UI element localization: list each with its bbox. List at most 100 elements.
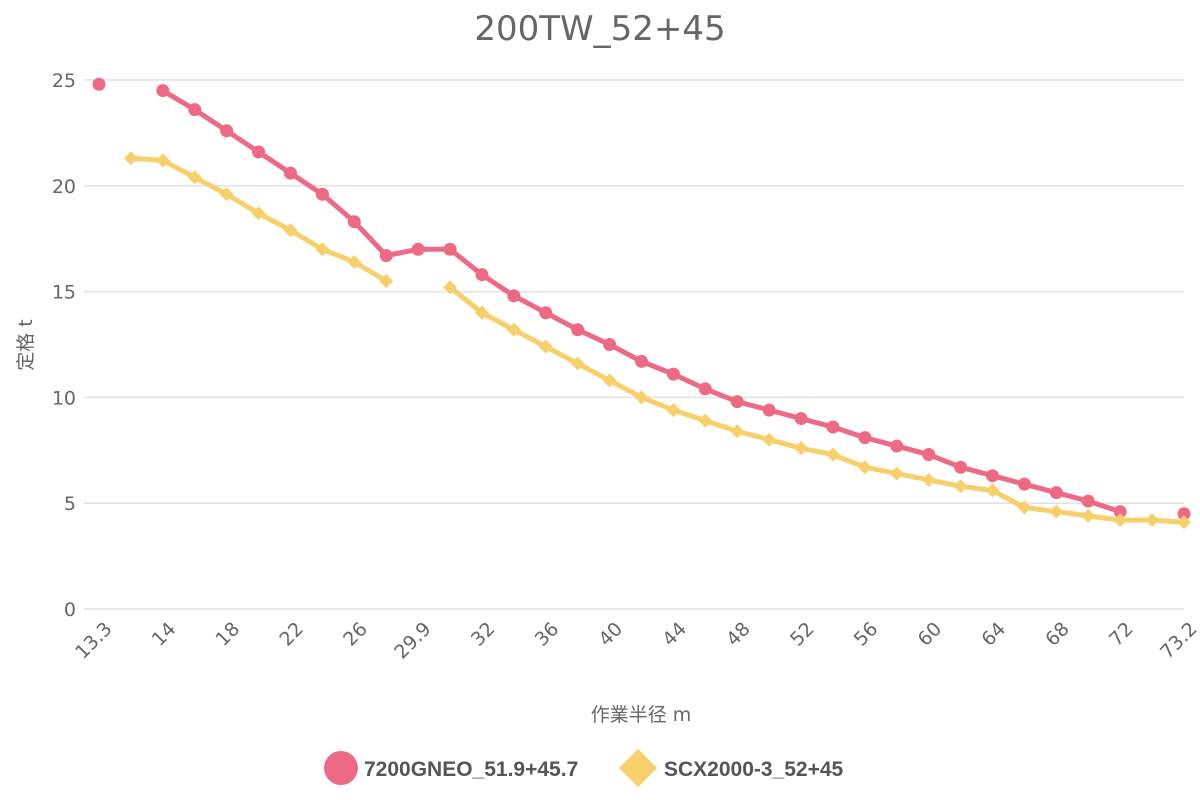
data-point[interactable]: [539, 306, 553, 320]
y-axis-label: 定格 t: [15, 319, 37, 371]
data-point[interactable]: [922, 448, 936, 462]
data-point[interactable]: [666, 367, 680, 381]
data-point[interactable]: [825, 447, 840, 462]
x-tick-label: 40: [594, 618, 627, 651]
data-point[interactable]: [252, 145, 266, 159]
data-point[interactable]: [1081, 508, 1096, 523]
data-point[interactable]: [188, 103, 202, 117]
data-point[interactable]: [1177, 507, 1191, 521]
legend-label-series-1: 7200GNEO_51.9+45.7: [364, 758, 578, 781]
data-point[interactable]: [475, 268, 489, 282]
data-point[interactable]: [762, 403, 776, 417]
data-point[interactable]: [826, 420, 840, 434]
data-point[interactable]: [283, 166, 297, 180]
y-tick-label: 15: [52, 282, 76, 304]
data-point[interactable]: [730, 424, 745, 439]
data-point[interactable]: [570, 356, 585, 371]
data-point[interactable]: [156, 84, 170, 98]
data-point[interactable]: [603, 338, 617, 351]
series-line: [160, 88, 1123, 515]
data-point[interactable]: [219, 187, 234, 202]
legend: 7200GNEO_51.9+45.7 SCX2000-3_52+45: [324, 749, 844, 787]
y-tick-label: 10: [52, 387, 76, 409]
data-point[interactable]: [698, 413, 713, 428]
x-tick-label: 44: [658, 618, 691, 651]
data-point[interactable]: [123, 151, 138, 166]
x-tick-label: 52: [786, 618, 819, 651]
chart-title: 200TW_52+45: [474, 9, 725, 49]
x-tick-label: 26: [339, 618, 372, 651]
x-tick-label: 73.2: [1156, 618, 1200, 663]
x-tick-label: 56: [850, 618, 883, 651]
series-1: [92, 77, 1191, 521]
x-tick-label: 13.3: [71, 618, 116, 663]
data-point[interactable]: [635, 354, 648, 368]
data-point[interactable]: [1017, 500, 1032, 515]
legend-label-series-2: SCX2000-3_52+45: [664, 758, 844, 781]
data-point[interactable]: [634, 390, 649, 405]
data-point[interactable]: [762, 432, 777, 447]
data-point[interactable]: [1081, 494, 1095, 508]
x-tick-label: 48: [722, 618, 755, 651]
x-axis-ticks: 13.3 14 18 22 26 29.9 32 36 40 44 48 52 56 60 64 68 72 73…: [71, 618, 1200, 663]
data-point[interactable]: [315, 187, 329, 201]
x-tick-label: 68: [1041, 618, 1074, 651]
data-point[interactable]: [155, 153, 170, 168]
data-point[interactable]: [1113, 513, 1128, 528]
data-point[interactable]: [889, 466, 904, 481]
x-tick-label: 29.9: [390, 618, 435, 663]
legend-item-series-2[interactable]: SCX2000-3_52+45: [619, 749, 844, 787]
data-point[interactable]: [1177, 515, 1191, 530]
y-axis-ticks: 0 5 10 15 20 25: [52, 70, 76, 621]
data-point[interactable]: [538, 339, 553, 354]
x-tick-label: 18: [212, 618, 245, 651]
data-point[interactable]: [857, 460, 872, 475]
data-point[interactable]: [953, 479, 968, 494]
data-point[interactable]: [602, 373, 617, 388]
data-point[interactable]: [92, 77, 106, 91]
data-point[interactable]: [921, 472, 936, 487]
data-point[interactable]: [858, 431, 872, 445]
data-point[interactable]: [986, 469, 1000, 483]
data-point[interactable]: [443, 280, 458, 295]
x-tick-label: 14: [148, 618, 181, 651]
data-point[interactable]: [347, 215, 361, 229]
data-point[interactable]: [890, 439, 904, 453]
data-point[interactable]: [379, 274, 394, 289]
data-point[interactable]: [443, 242, 457, 256]
data-point[interactable]: [794, 412, 808, 426]
data-point[interactable]: [985, 483, 1000, 498]
data-point[interactable]: [794, 441, 809, 456]
data-point[interactable]: [954, 460, 968, 474]
data-point[interactable]: [698, 382, 712, 396]
data-point[interactable]: [571, 323, 585, 337]
data-point[interactable]: [1145, 513, 1160, 528]
legend-item-series-1[interactable]: 7200GNEO_51.9+45.7: [324, 751, 578, 785]
x-tick-label: 36: [531, 618, 564, 651]
y-tick-label: 0: [64, 599, 76, 621]
data-point[interactable]: [411, 242, 425, 256]
data-point[interactable]: [1049, 504, 1064, 519]
data-point[interactable]: [283, 223, 298, 238]
series-2: [123, 151, 1191, 530]
data-point[interactable]: [666, 403, 681, 418]
data-point[interactable]: [379, 249, 393, 263]
data-point[interactable]: [1017, 477, 1031, 491]
x-tick-label: 72: [1105, 618, 1138, 651]
data-point[interactable]: [474, 305, 489, 320]
data-point[interactable]: [315, 242, 330, 257]
data-point[interactable]: [506, 322, 521, 337]
data-point[interactable]: [347, 254, 362, 269]
data-point[interactable]: [1049, 486, 1063, 500]
data-point[interactable]: [730, 395, 744, 409]
legend-circle-marker: [324, 751, 358, 785]
x-tick-label: 32: [467, 618, 500, 651]
data-point[interactable]: [251, 206, 266, 221]
data-point[interactable]: [507, 289, 521, 303]
data-point[interactable]: [187, 170, 202, 185]
data-point[interactable]: [220, 124, 234, 138]
legend-diamond-marker: [619, 749, 657, 787]
y-tick-label: 5: [64, 493, 76, 515]
data-point[interactable]: [1113, 505, 1127, 519]
